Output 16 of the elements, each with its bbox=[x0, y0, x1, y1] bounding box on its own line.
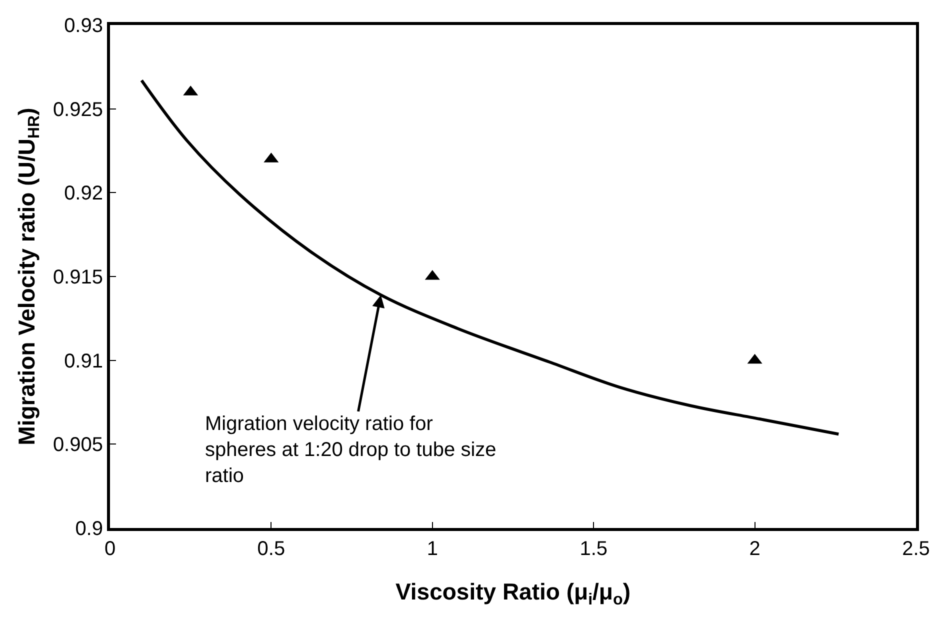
line-series bbox=[140, 78, 840, 436]
x-axis-title: Viscosity Ratio (μ$_{i}$/μ$_{o}$) bbox=[395, 578, 631, 608]
x-tick-label: 1.5 bbox=[580, 538, 608, 560]
annotation: Migration velocity ratio for spheres at 1:20 drop to tube size ratio bbox=[205, 413, 496, 487]
y-tick-label: 0.93 bbox=[64, 15, 103, 37]
x-tick-label: 2.5 bbox=[902, 538, 930, 560]
y-tick-label: 0.905 bbox=[52, 434, 103, 456]
y-tick-label: 0.915 bbox=[52, 266, 103, 288]
x-tick-label: 1 bbox=[426, 538, 438, 560]
x-tick-label: 0.5 bbox=[257, 538, 286, 560]
y-tick-label: 0.9 bbox=[75, 518, 103, 540]
x-tick-label: 0 bbox=[104, 538, 116, 560]
y-tick-label: 0.91 bbox=[64, 350, 103, 372]
y-tick-label: 0.925 bbox=[52, 98, 103, 121]
y-tick-label: 0.92 bbox=[64, 182, 103, 205]
x-tick-label: 2 bbox=[749, 538, 760, 560]
